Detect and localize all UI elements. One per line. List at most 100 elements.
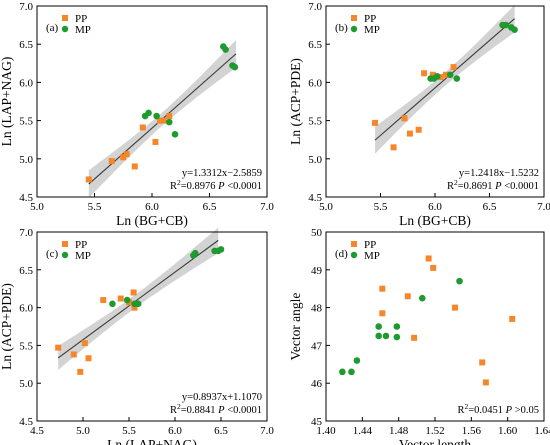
- data-point-pp: [108, 158, 115, 165]
- legend-marker-pp: [62, 15, 68, 21]
- chart-panel-4: 1.40 1.44 1.48 1.52 1.56 1.60 1.64 45 46 47 48 49 50…: [288, 227, 550, 445]
- y-tick-label: 6.0: [308, 77, 322, 89]
- legend-label-pp: PP: [75, 13, 87, 25]
- x-tick-label: 7.0: [260, 201, 274, 213]
- fit-statistics: R2=0.8691 P <0.0001: [447, 178, 539, 193]
- y-tick-label: 7.0: [19, 1, 33, 13]
- data-point-pp: [482, 379, 489, 386]
- legend-label-mp: MP: [75, 250, 91, 262]
- data-point-mp: [123, 296, 131, 304]
- y-tick-label: 50: [311, 227, 323, 239]
- plot-frame: [325, 231, 545, 422]
- data-point-mp: [339, 368, 346, 376]
- x-tick-label: 1.64: [534, 425, 550, 437]
- data-point-pp: [157, 117, 164, 124]
- x-tick-label: 1.44: [353, 425, 373, 437]
- y-axis-label: Ln (LAP+NAG): [0, 57, 14, 147]
- data-point-mp: [134, 300, 142, 308]
- data-point-pp: [81, 340, 88, 347]
- y-tick-label: 6.0: [19, 303, 33, 315]
- data-point-pp: [429, 71, 436, 78]
- x-tick-label: 5.5: [122, 425, 136, 437]
- data-point-mp: [511, 26, 518, 33]
- y-tick-label: 4.5: [19, 416, 33, 428]
- y-tick-label: 45: [311, 416, 323, 428]
- data-point-pp: [421, 70, 428, 77]
- plot-frame: [36, 231, 268, 422]
- data-point-mp: [453, 75, 461, 82]
- data-point-mp: [353, 357, 361, 364]
- data-point-pp: [451, 304, 458, 311]
- x-tick-label: 5.0: [76, 425, 90, 437]
- data-point-pp: [479, 359, 486, 366]
- y-tick-label: 47: [311, 340, 323, 352]
- legend-marker-mp: [350, 25, 358, 33]
- data-point-pp: [379, 285, 386, 292]
- legend-marker-pp: [351, 15, 357, 21]
- regression-line: [374, 18, 515, 141]
- x-tick-label: 1.40: [316, 425, 336, 437]
- y-tick-label: 6.0: [19, 77, 33, 89]
- data-point-pp: [100, 297, 107, 304]
- legend-marker-mp: [61, 251, 69, 259]
- x-tick-label: 6.0: [145, 201, 159, 213]
- chart-panel-2: 5.0 5.5 6.0 6.5 7.04.55.05.56.06.57.0Ln (BG+…: [288, 1, 550, 228]
- data-point-pp: [77, 368, 84, 375]
- x-axis-label: Ln (LAP+NAG): [107, 437, 197, 445]
- x-tick-label: 1.60: [498, 425, 518, 437]
- x-tick-label: 4.5: [30, 425, 44, 437]
- y-tick-label: 6.5: [19, 265, 33, 277]
- y-tick-label: 5.5: [308, 116, 322, 128]
- data-point-pp: [85, 355, 92, 362]
- x-tick-label: 1.52: [425, 425, 444, 437]
- data-point-mp: [456, 277, 463, 285]
- legend-marker-pp: [62, 241, 68, 247]
- data-point-mp: [382, 332, 390, 340]
- x-tick-label: 5.0: [319, 201, 333, 213]
- data-point-pp: [139, 124, 146, 131]
- data-point-mp: [109, 300, 116, 308]
- legend-marker-pp: [351, 241, 357, 247]
- legend-marker-mp: [350, 251, 358, 259]
- data-point-pp: [430, 264, 437, 271]
- data-point-mp: [375, 332, 382, 340]
- data-point-pp: [450, 64, 457, 71]
- y-axis-label: Ln (ACP+PDE): [0, 283, 14, 370]
- y-axis-label: Vector angle: [288, 293, 303, 361]
- legend-label-mp: MP: [364, 250, 380, 262]
- y-tick-label: 5.0: [19, 154, 33, 166]
- fit-statistics: R2=0.8976 P <0.0001: [170, 178, 262, 193]
- y-tick-label: 6.5: [308, 39, 322, 51]
- y-tick-label: 5.0: [308, 154, 322, 166]
- data-point-pp: [404, 293, 411, 300]
- data-point-pp: [372, 119, 379, 126]
- legend-label-pp: PP: [364, 13, 376, 25]
- data-point-pp: [131, 163, 138, 170]
- data-point-pp: [123, 151, 130, 158]
- data-point-pp: [425, 255, 432, 262]
- data-point-mp: [446, 71, 454, 79]
- data-point-pp: [509, 315, 516, 322]
- regression-equation: y=1.2418x−1.5232: [459, 168, 539, 179]
- data-point-pp: [117, 295, 124, 302]
- x-tick-label: 5.5: [88, 201, 102, 213]
- x-tick-label: 6.5: [483, 201, 497, 213]
- data-point-pp: [131, 304, 138, 311]
- data-point-pp: [130, 289, 137, 296]
- data-point-pp: [390, 144, 397, 151]
- x-tick-label: 7.0: [260, 425, 274, 437]
- data-point-pp: [55, 344, 62, 351]
- y-tick-label: 48: [311, 303, 323, 315]
- regression-equation: y=1.3312x−2.5859: [182, 168, 262, 179]
- x-tick-label: 1.56: [462, 425, 482, 437]
- legend-marker-mp: [61, 25, 69, 33]
- data-point-pp: [160, 117, 167, 124]
- data-point-mp: [348, 368, 355, 376]
- y-tick-label: 7.0: [19, 227, 33, 239]
- y-tick-label: 5.5: [19, 116, 33, 128]
- y-tick-label: 7.0: [308, 1, 322, 13]
- data-point-pp: [401, 115, 408, 122]
- data-point-pp: [120, 154, 127, 161]
- data-point-pp: [406, 130, 413, 137]
- data-point-mp: [191, 249, 199, 257]
